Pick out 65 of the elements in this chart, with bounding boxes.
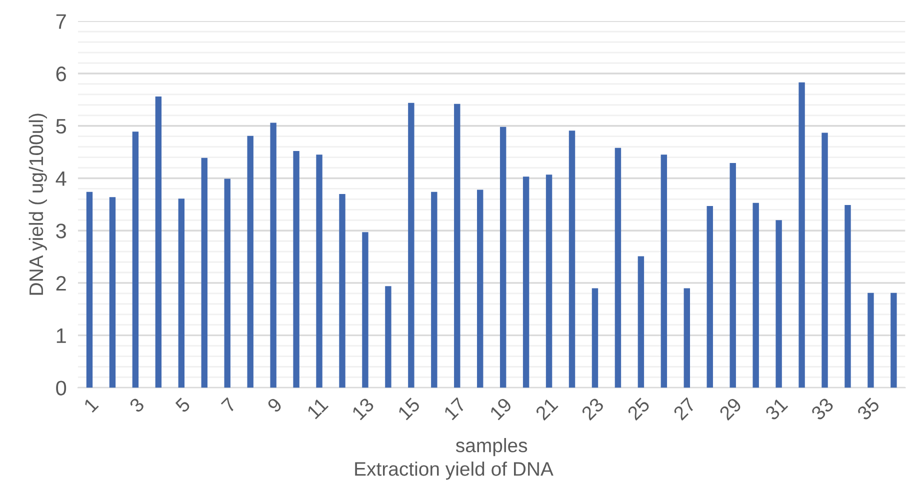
bar: [132, 132, 139, 388]
y-tick-label: 5: [56, 119, 66, 134]
bar: [155, 96, 162, 388]
text: Extraction yield of DNA: [355, 462, 554, 480]
x-tick-label: 27: [672, 397, 696, 421]
bar: [546, 174, 552, 388]
bar: [224, 178, 230, 388]
bar: [660, 154, 668, 388]
bar: [270, 122, 276, 388]
bar: [614, 148, 622, 388]
x-tick-label: 5: [174, 397, 191, 414]
bar: [431, 192, 438, 388]
bar: [752, 202, 759, 388]
bar: [362, 232, 368, 388]
x-tick-label: 31: [764, 397, 788, 421]
x-tick-label: 13: [351, 396, 375, 420]
y-tick-label: 6: [56, 66, 66, 82]
x-tick-label: 17: [443, 397, 466, 420]
y-tick-label: 4: [56, 171, 66, 186]
bar: [638, 256, 644, 388]
bar: [592, 288, 598, 388]
y-tick-label: 2: [56, 276, 66, 291]
bar: [408, 102, 414, 388]
bar: [178, 198, 184, 388]
bar: [477, 190, 484, 388]
bar: [247, 136, 254, 388]
x-tick-label: 1: [83, 397, 99, 413]
y-tick-label: 7: [56, 14, 66, 29]
bar: [316, 154, 322, 388]
x-axis-title: samples: [456, 438, 528, 456]
bar: [385, 286, 392, 388]
bar: [730, 163, 736, 388]
x-tick-label: 35: [856, 396, 880, 421]
bar: [86, 192, 93, 388]
y-tick-label: 0: [56, 380, 66, 396]
bar: [890, 292, 897, 388]
y-axis-title: DNA yield ( ug/100ul): [28, 114, 47, 295]
x-tick-label: 25: [626, 396, 650, 421]
x-tick-label: 15: [397, 397, 421, 420]
x-tick-label: 3: [128, 396, 145, 414]
x-tick-label: 9: [266, 397, 283, 414]
bar: [568, 130, 576, 388]
bar: [822, 132, 828, 388]
bar: [454, 104, 460, 388]
bar: [798, 82, 805, 388]
x-tick-label: 7: [220, 397, 237, 413]
bar: [776, 220, 782, 388]
bar: [339, 194, 346, 388]
bar: [684, 288, 690, 388]
y-tick-label: 1: [56, 328, 66, 343]
bar: [844, 204, 851, 388]
bar: [109, 197, 116, 388]
bar: [500, 126, 506, 388]
x-tick-label: 21: [534, 397, 558, 421]
x-tick-label: 19: [489, 397, 513, 420]
bar: [868, 292, 874, 388]
x-tick-label: 11: [306, 397, 329, 420]
bar: [706, 206, 713, 388]
x-tick-label: 33: [810, 396, 834, 421]
bar: [293, 151, 300, 388]
y-tick-label: 3: [56, 224, 66, 238]
bar: [201, 158, 208, 388]
x-tick-label: 23: [580, 396, 604, 421]
x-tick-label: 29: [718, 397, 742, 421]
bar: [522, 176, 530, 388]
